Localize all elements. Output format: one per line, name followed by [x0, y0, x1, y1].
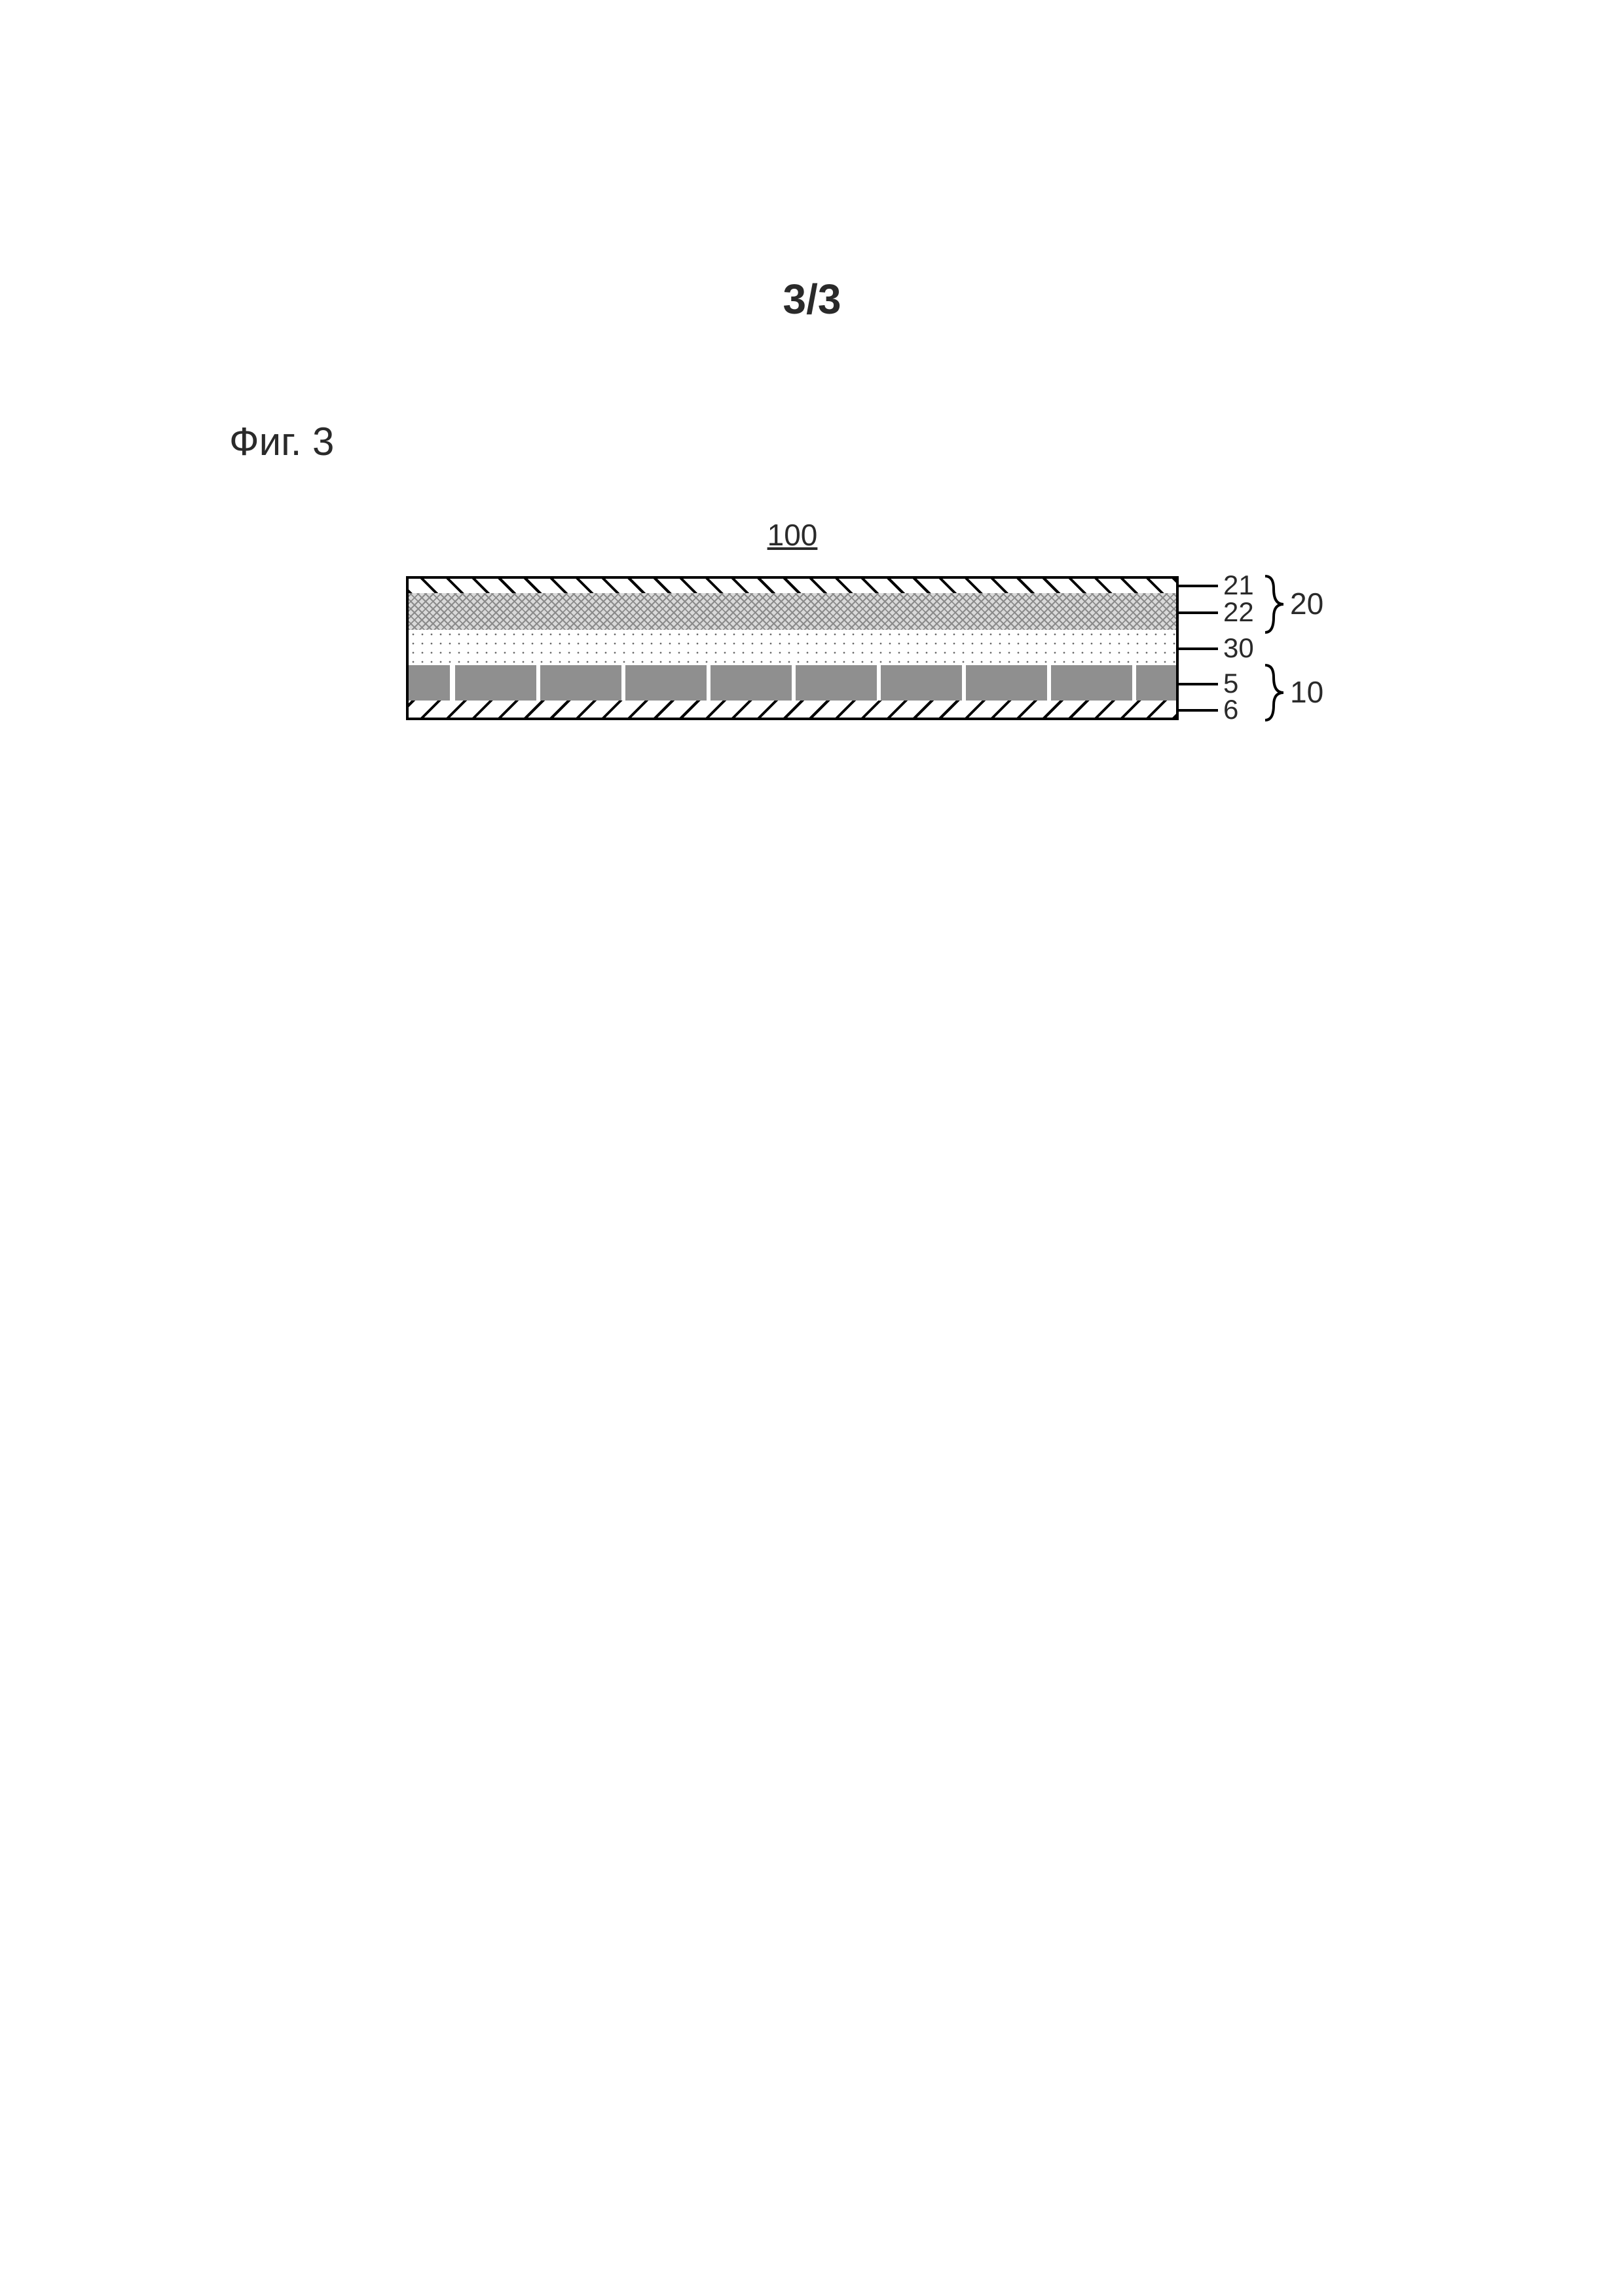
layer-6 [406, 701, 1179, 720]
leader-5 [1179, 683, 1218, 685]
group-label-20: 20 [1290, 586, 1323, 621]
leader-6 [1179, 709, 1218, 712]
brace-20 [1264, 574, 1291, 635]
layer-5 [406, 665, 1179, 703]
layer-30 [406, 630, 1179, 668]
layer-label-6: 6 [1223, 694, 1238, 725]
layer-22 [406, 593, 1179, 632]
page-number: 3/3 [0, 275, 1624, 323]
page: 3/3 Фиг. 3 100 212230562010 [0, 0, 1624, 2296]
leader-22 [1179, 611, 1218, 614]
leader-30 [1179, 647, 1218, 650]
group-label-10: 10 [1290, 674, 1323, 710]
leader-21 [1179, 585, 1218, 587]
figure-caption: Фиг. 3 [229, 419, 334, 464]
assembly-label: 100 [406, 517, 1179, 553]
layer-diagram: 212230562010 [406, 576, 1179, 718]
brace-10 [1264, 663, 1291, 723]
layer-label-30: 30 [1223, 632, 1254, 664]
layer-label-22: 22 [1223, 596, 1254, 628]
